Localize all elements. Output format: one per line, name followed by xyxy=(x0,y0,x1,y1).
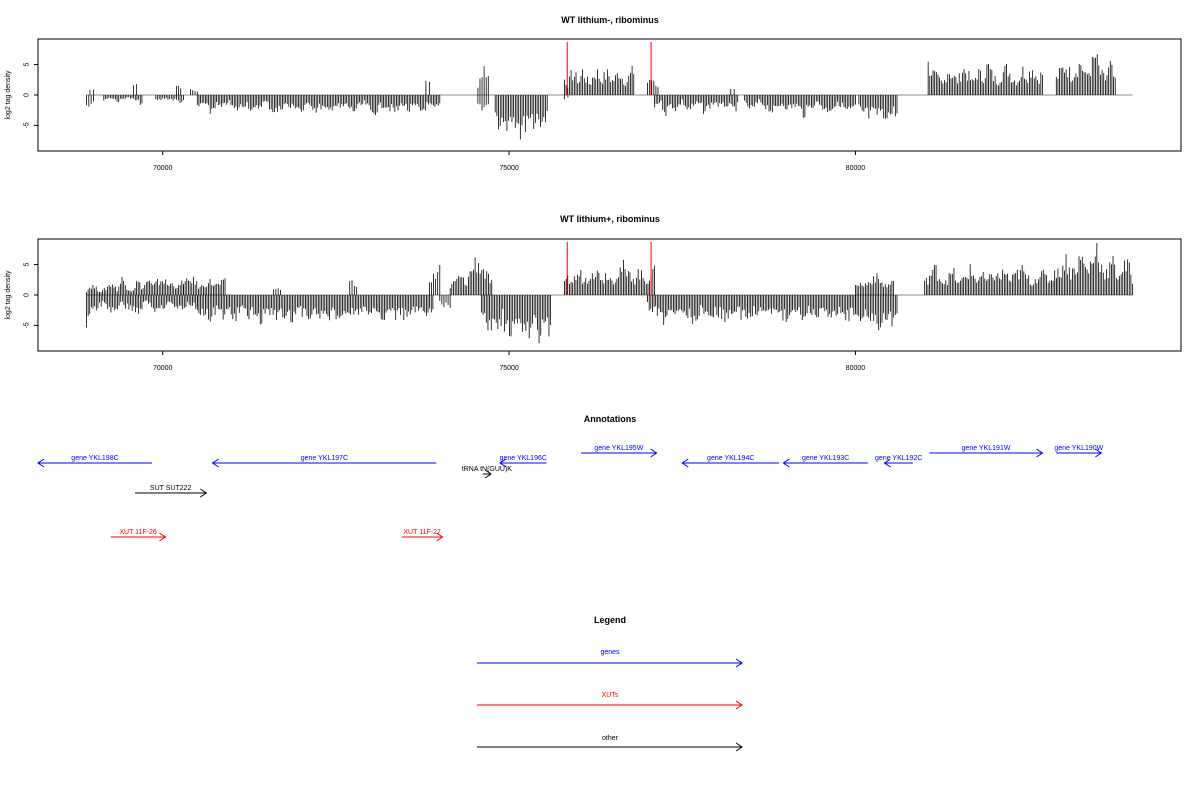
panel-wt-lithium-minus: WT lithium-, ribominus log2 tag density … xyxy=(5,15,1182,172)
arrowhead-icon xyxy=(681,458,689,468)
feature-label: gene YKL198C xyxy=(71,455,118,462)
y-axis-label: log2 tag density xyxy=(5,70,12,120)
legend-item-xuts: XUTs xyxy=(477,692,743,710)
x-axis: 70000 75000 80000 xyxy=(153,151,865,172)
arrowhead-icon xyxy=(1095,448,1103,458)
arrowhead-icon xyxy=(735,742,743,752)
y-tick-label: 5 xyxy=(24,263,31,267)
feature-trna-tn-guu-k: tRNA tN(GUU)K xyxy=(462,466,513,479)
arrowhead-icon xyxy=(37,458,45,468)
feature-gene-ykl198c: gene YKL198C xyxy=(37,455,152,468)
feature-gene-ykl197c: gene YKL197C xyxy=(211,455,437,468)
x-tick-label: 80000 xyxy=(846,365,866,372)
feature-label: tRNA tN(GUU)K xyxy=(462,466,513,473)
legend-label: genes xyxy=(600,649,620,656)
x-tick-label: 80000 xyxy=(846,165,866,172)
x-tick-label: 70000 xyxy=(153,365,173,372)
arrowhead-icon xyxy=(159,532,167,542)
arrowhead-icon xyxy=(650,448,658,458)
arrowhead-icon xyxy=(211,458,219,468)
legend: Legend genes XUTs other xyxy=(477,615,743,752)
x-tick-label: 75000 xyxy=(499,365,519,372)
panel-title: WT lithium+, ribominus xyxy=(560,214,660,224)
feature-gene-ykl191w: gene YKL191W xyxy=(929,445,1044,458)
feature-label: gene YKL197C xyxy=(301,455,348,462)
x-axis: 70000 75000 80000 xyxy=(153,351,865,372)
feature-label: gene YKL196C xyxy=(500,455,547,462)
arrowhead-icon xyxy=(735,658,743,668)
y-tick-label: 5 xyxy=(24,63,31,67)
arrowhead-icon xyxy=(499,458,507,468)
feature-gene-ykl192c: gene YKL192C xyxy=(875,455,922,468)
feature-label: XUT 11F-27 xyxy=(403,529,441,536)
y-tick-label: -5 xyxy=(24,322,31,328)
feature-label: gene YKL192C xyxy=(875,455,922,462)
x-tick-label: 75000 xyxy=(499,165,519,172)
arrowhead-icon xyxy=(200,488,208,498)
y-tick-label: 0 xyxy=(24,293,31,297)
feature-label: SUT SUT222 xyxy=(150,485,192,492)
legend-label: XUTs xyxy=(602,692,619,699)
panel-wt-lithium-plus: WT lithium+, ribominus log2 tag density … xyxy=(5,214,1182,372)
arrowhead-icon xyxy=(484,469,492,479)
feature-label: gene YKL195W xyxy=(594,445,643,452)
legend-item-other: other xyxy=(477,735,743,752)
feature-label: XUT 11F-26 xyxy=(119,529,157,536)
arrowhead-icon xyxy=(782,458,790,468)
panel-title: WT lithium-, ribominus xyxy=(561,15,659,25)
feature-gene-ykl193c: gene YKL193C xyxy=(782,455,868,468)
arrowhead-icon xyxy=(735,700,743,710)
coverage-bars xyxy=(86,54,1133,140)
feature-xut-11f-27: XUT 11F-27 xyxy=(401,529,444,542)
x-tick-label: 70000 xyxy=(153,165,173,172)
feature-label: gene YKL193C xyxy=(802,455,849,462)
feature-gene-ykl196c: gene YKL196C xyxy=(499,455,547,468)
feature-gene-ykl190w: gene YKL190W xyxy=(1054,445,1104,458)
annotations-title: Annotations xyxy=(584,414,637,424)
y-axis-label: log2 tag density xyxy=(5,270,12,320)
coverage-bars xyxy=(86,243,1133,344)
arrowhead-icon xyxy=(883,458,891,468)
feature-arrows: gene YKL198C gene YKL197C gene YKL196C gene… xyxy=(37,445,1104,542)
legend-item-genes: genes xyxy=(477,649,743,668)
arrowhead-icon xyxy=(1036,448,1044,458)
legend-title: Legend xyxy=(594,615,626,625)
annotations-track: Annotations gene YKL198C gene YKL197C gene… xyxy=(37,414,1104,542)
y-axis: -5 0 5 xyxy=(24,263,38,329)
feature-sut-sut222: SUT SUT222 xyxy=(134,485,208,498)
feature-label: gene YKL190W xyxy=(1054,445,1103,452)
feature-xut-11f-26: XUT 11F-26 xyxy=(110,529,167,542)
feature-label: gene YKL194C xyxy=(707,455,754,462)
feature-label: gene YKL191W xyxy=(962,445,1011,452)
y-axis: -5 0 5 xyxy=(24,63,38,129)
arrowhead-icon xyxy=(436,532,444,542)
highlight-lines xyxy=(566,42,652,95)
highlight-lines xyxy=(566,242,652,295)
feature-gene-ykl194c: gene YKL194C xyxy=(681,455,780,468)
feature-gene-ykl195w: gene YKL195W xyxy=(581,445,658,458)
y-tick-label: 0 xyxy=(24,93,31,97)
y-tick-label: -5 xyxy=(24,122,31,128)
legend-label: other xyxy=(602,735,619,742)
